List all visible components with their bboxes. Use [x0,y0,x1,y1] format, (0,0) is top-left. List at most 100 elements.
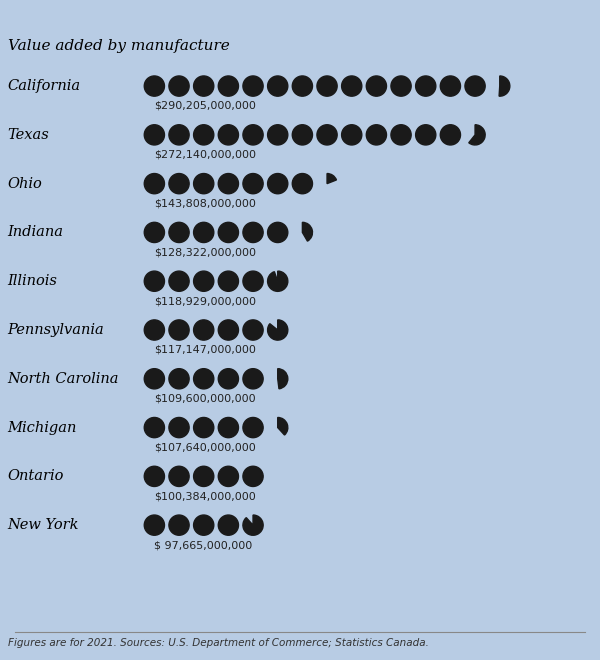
Circle shape [144,515,164,535]
Circle shape [194,271,214,291]
Circle shape [169,418,189,438]
Circle shape [218,320,238,340]
Circle shape [218,418,238,438]
Circle shape [144,320,164,340]
Circle shape [218,369,238,389]
Circle shape [440,125,460,145]
Circle shape [465,76,485,96]
Circle shape [440,76,460,96]
Wedge shape [302,222,313,241]
Circle shape [169,369,189,389]
Circle shape [391,76,411,96]
Text: California: California [8,79,80,93]
Wedge shape [243,515,263,535]
Circle shape [144,271,164,291]
Circle shape [194,515,214,535]
Circle shape [243,125,263,145]
Circle shape [218,515,238,535]
Text: Michigan: Michigan [8,420,77,434]
Circle shape [169,466,189,486]
Circle shape [194,418,214,438]
Circle shape [194,222,214,242]
Circle shape [268,174,288,194]
Wedge shape [278,369,288,389]
Circle shape [169,320,189,340]
Circle shape [144,76,164,96]
Text: $ 97,665,000,000: $ 97,665,000,000 [154,540,253,550]
Circle shape [416,76,436,96]
Circle shape [243,369,263,389]
Circle shape [317,125,337,145]
Circle shape [268,76,288,96]
Wedge shape [469,125,485,145]
Circle shape [243,320,263,340]
Circle shape [194,466,214,486]
Circle shape [243,222,263,242]
Circle shape [144,222,164,242]
Text: Ohio: Ohio [8,177,42,191]
Circle shape [194,76,214,96]
Circle shape [218,174,238,194]
Circle shape [169,174,189,194]
Circle shape [169,515,189,535]
Circle shape [144,125,164,145]
Circle shape [144,174,164,194]
Text: Texas: Texas [8,128,49,142]
Circle shape [243,418,263,438]
Circle shape [243,174,263,194]
Circle shape [144,369,164,389]
Circle shape [218,271,238,291]
Circle shape [416,125,436,145]
Text: $272,140,000,000: $272,140,000,000 [154,150,256,160]
Circle shape [169,271,189,291]
Text: $118,929,000,000: $118,929,000,000 [154,296,256,306]
Circle shape [317,76,337,96]
Text: New York: New York [8,518,79,532]
Text: $128,322,000,000: $128,322,000,000 [154,248,256,257]
Text: $107,640,000,000: $107,640,000,000 [154,442,256,453]
Circle shape [268,222,288,242]
Circle shape [144,466,164,486]
Circle shape [243,271,263,291]
Circle shape [391,125,411,145]
Wedge shape [327,174,337,183]
Text: Illinois: Illinois [8,274,58,288]
Circle shape [194,174,214,194]
Circle shape [194,125,214,145]
Circle shape [243,76,263,96]
Circle shape [243,466,263,486]
Circle shape [292,125,313,145]
Circle shape [366,76,386,96]
Wedge shape [268,320,288,340]
Circle shape [169,125,189,145]
Circle shape [194,320,214,340]
Wedge shape [278,418,288,435]
Circle shape [292,174,313,194]
Circle shape [341,76,362,96]
Text: Ontario: Ontario [8,469,64,483]
Circle shape [169,76,189,96]
Circle shape [144,418,164,438]
Text: $290,205,000,000: $290,205,000,000 [154,101,256,111]
Text: $100,384,000,000: $100,384,000,000 [154,491,256,501]
Circle shape [292,76,313,96]
Text: $109,600,000,000: $109,600,000,000 [154,393,256,404]
Circle shape [218,222,238,242]
Circle shape [218,76,238,96]
Wedge shape [268,271,288,291]
Text: $143,808,000,000: $143,808,000,000 [154,199,256,209]
Text: Value added by manufacture: Value added by manufacture [8,40,229,53]
Text: North Carolina: North Carolina [8,372,119,386]
Circle shape [169,222,189,242]
Wedge shape [499,76,510,96]
Circle shape [341,125,362,145]
Text: Figures are for 2021. Sources: U.S. Department of Commerce; Statistics Canada.: Figures are for 2021. Sources: U.S. Depa… [8,638,428,648]
Circle shape [218,466,238,486]
Circle shape [194,369,214,389]
Text: Pennsylvania: Pennsylvania [8,323,104,337]
Circle shape [218,125,238,145]
Text: $117,147,000,000: $117,147,000,000 [154,345,256,355]
Circle shape [366,125,386,145]
Circle shape [268,125,288,145]
Text: Indiana: Indiana [8,226,64,240]
